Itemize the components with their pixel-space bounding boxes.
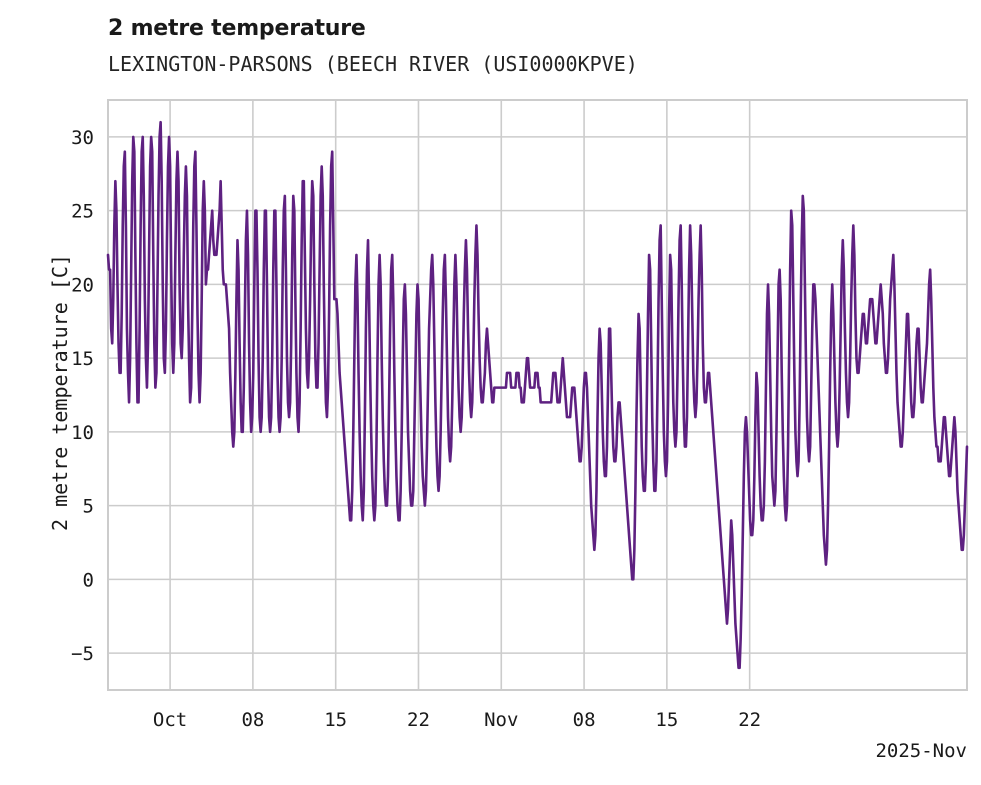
x-tick-label: 08	[573, 709, 596, 731]
temperature-line	[106, 120, 969, 670]
y-tick-label: 15	[71, 348, 94, 370]
data-series-group	[106, 120, 969, 670]
x-tick-label: 15	[324, 709, 347, 731]
x-axis-corner-label: 2025-Nov	[875, 740, 967, 762]
y-tick-labels: −5 0 5 10 15 20 25 30	[71, 127, 94, 665]
x-tick-label: Oct	[153, 709, 187, 731]
plot-background	[107, 99, 968, 691]
x-tick-label: 08	[241, 709, 264, 731]
y-tick-label: 5	[83, 496, 94, 518]
y-tick-label: 0	[83, 569, 94, 591]
x-tick-label: Nov	[484, 709, 518, 731]
y-tick-label: 10	[71, 422, 94, 444]
x-tick-labels: Oct 08 15 22 Nov 08 15 22	[153, 709, 761, 731]
chart-title: 2 metre temperature	[108, 16, 366, 41]
x-tick-label: 15	[655, 709, 678, 731]
y-tick-label: 30	[71, 127, 94, 149]
chart-subtitle-station: LEXINGTON-PARSONS (BEECH RIVER (USI0000K…	[108, 52, 638, 76]
x-tick-label: 22	[407, 709, 430, 731]
y-tick-label: 25	[71, 201, 94, 223]
y-tick-label: 20	[71, 274, 94, 296]
y-tick-label: −5	[71, 643, 94, 665]
x-tick-label: 22	[738, 709, 761, 731]
